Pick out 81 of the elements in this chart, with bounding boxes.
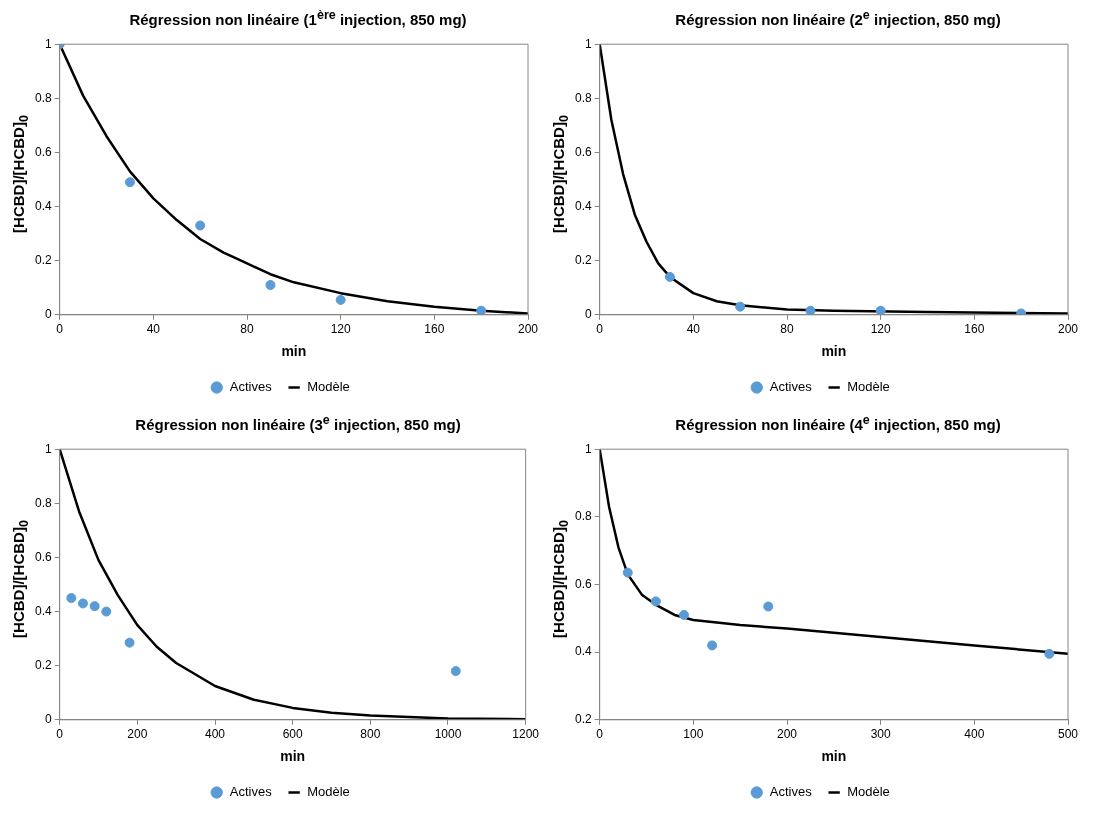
y-tick-label: 0.2: [574, 712, 592, 727]
point: [124, 177, 135, 188]
y-tick-label: 1: [584, 36, 592, 51]
x-tick-label: 500: [1057, 727, 1079, 742]
point: [1044, 648, 1055, 659]
x-tick-label: 160: [964, 322, 985, 337]
x-tick-label: 600: [282, 727, 303, 742]
legend-label: Actives: [769, 379, 813, 395]
x-tick-label: 300: [870, 727, 891, 742]
y-tick-label: 0: [44, 307, 52, 322]
chart-title: Régression non linéaire (2$^{e}$ injection, 850 mg): [674, 8, 1002, 30]
chart-title: Régression non linéaire (3$^{e}$ injection, 850 mg): [134, 413, 462, 435]
y-tick-label: 1: [44, 441, 52, 456]
legend-label: Actives: [769, 784, 813, 800]
chart-title: Régression non linéaire (4$^{e}$ injection, 850 mg): [674, 413, 1002, 435]
y-tick-label: 0.4: [574, 644, 592, 659]
x-axis-title: min: [821, 748, 847, 765]
point: [101, 606, 112, 617]
x-tick-label: 100: [683, 727, 704, 742]
y-tick-label: 0.2: [574, 252, 592, 267]
legend-label: Modèle: [307, 379, 350, 395]
x-tick-label: 0: [56, 727, 64, 742]
x-tick-label: 120: [330, 322, 351, 337]
y-tick-label: 1: [584, 441, 592, 456]
point: [195, 220, 206, 231]
point: [476, 305, 487, 315]
point: [66, 593, 77, 604]
y-tick-label: 0.8: [34, 495, 52, 510]
chart-title: Régression non linéaire (1$^{ère}$ injection, 850 mg): [128, 8, 468, 30]
point: [335, 294, 346, 305]
x-tick-label: 800: [360, 727, 381, 742]
y-tick-label: 0.6: [574, 576, 592, 591]
x-tick-label: 200: [776, 727, 798, 742]
y-tick-label: 0.6: [34, 144, 52, 159]
x-tick-label: 200: [1057, 322, 1079, 337]
x-tick-label: 40: [146, 322, 161, 337]
point: [650, 596, 661, 607]
x-tick-label: 0: [596, 727, 604, 742]
point: [77, 598, 88, 609]
x-tick-label: 400: [204, 727, 226, 742]
x-tick-label: 200: [517, 322, 539, 337]
x-axis-title: min: [281, 343, 307, 360]
x-tick-label: 160: [424, 322, 445, 337]
y-tick-label: 0: [44, 712, 52, 727]
x-axis-title: min: [821, 343, 847, 360]
y-tick-label: 0.4: [34, 603, 52, 618]
point: [622, 567, 633, 578]
y-tick-label: 0.4: [574, 198, 592, 213]
y-tick-label: 0.6: [574, 144, 592, 159]
x-tick-label: 0: [596, 322, 604, 337]
point: [707, 640, 718, 651]
legend-label: Actives: [229, 784, 273, 800]
y-tick-label: 0.8: [574, 509, 592, 524]
y-tick-label: 0.2: [34, 252, 52, 267]
legend-label: Modèle: [847, 784, 890, 800]
y-tick-label: 0.8: [574, 90, 592, 105]
legend-label: Modèle: [307, 784, 350, 800]
x-tick-label: 0: [56, 322, 64, 337]
x-tick-label: 120: [870, 322, 891, 337]
x-tick-label: 80: [780, 322, 794, 337]
x-axis-title: min: [280, 748, 306, 765]
x-tick-label: 40: [686, 322, 701, 337]
point: [763, 601, 774, 612]
y-tick-label: 0.6: [34, 549, 52, 564]
point: [124, 637, 135, 648]
point: [678, 609, 689, 620]
point: [450, 666, 461, 677]
y-tick-label: 1: [44, 36, 52, 51]
x-tick-label: 80: [240, 322, 254, 337]
y-tick-label: 0: [584, 307, 592, 322]
point: [89, 601, 100, 612]
y-tick-label: 0.8: [34, 90, 52, 105]
x-tick-label: 200: [127, 727, 148, 742]
legend-label: Actives: [229, 379, 273, 395]
point: [265, 280, 276, 291]
x-tick-label: 1000: [434, 727, 462, 742]
legend-label: Modèle: [847, 379, 890, 395]
x-tick-label: 1200: [512, 727, 540, 742]
y-tick-label: 0.4: [34, 198, 52, 213]
y-tick-label: 0.2: [34, 657, 52, 672]
x-tick-label: 400: [964, 727, 985, 742]
